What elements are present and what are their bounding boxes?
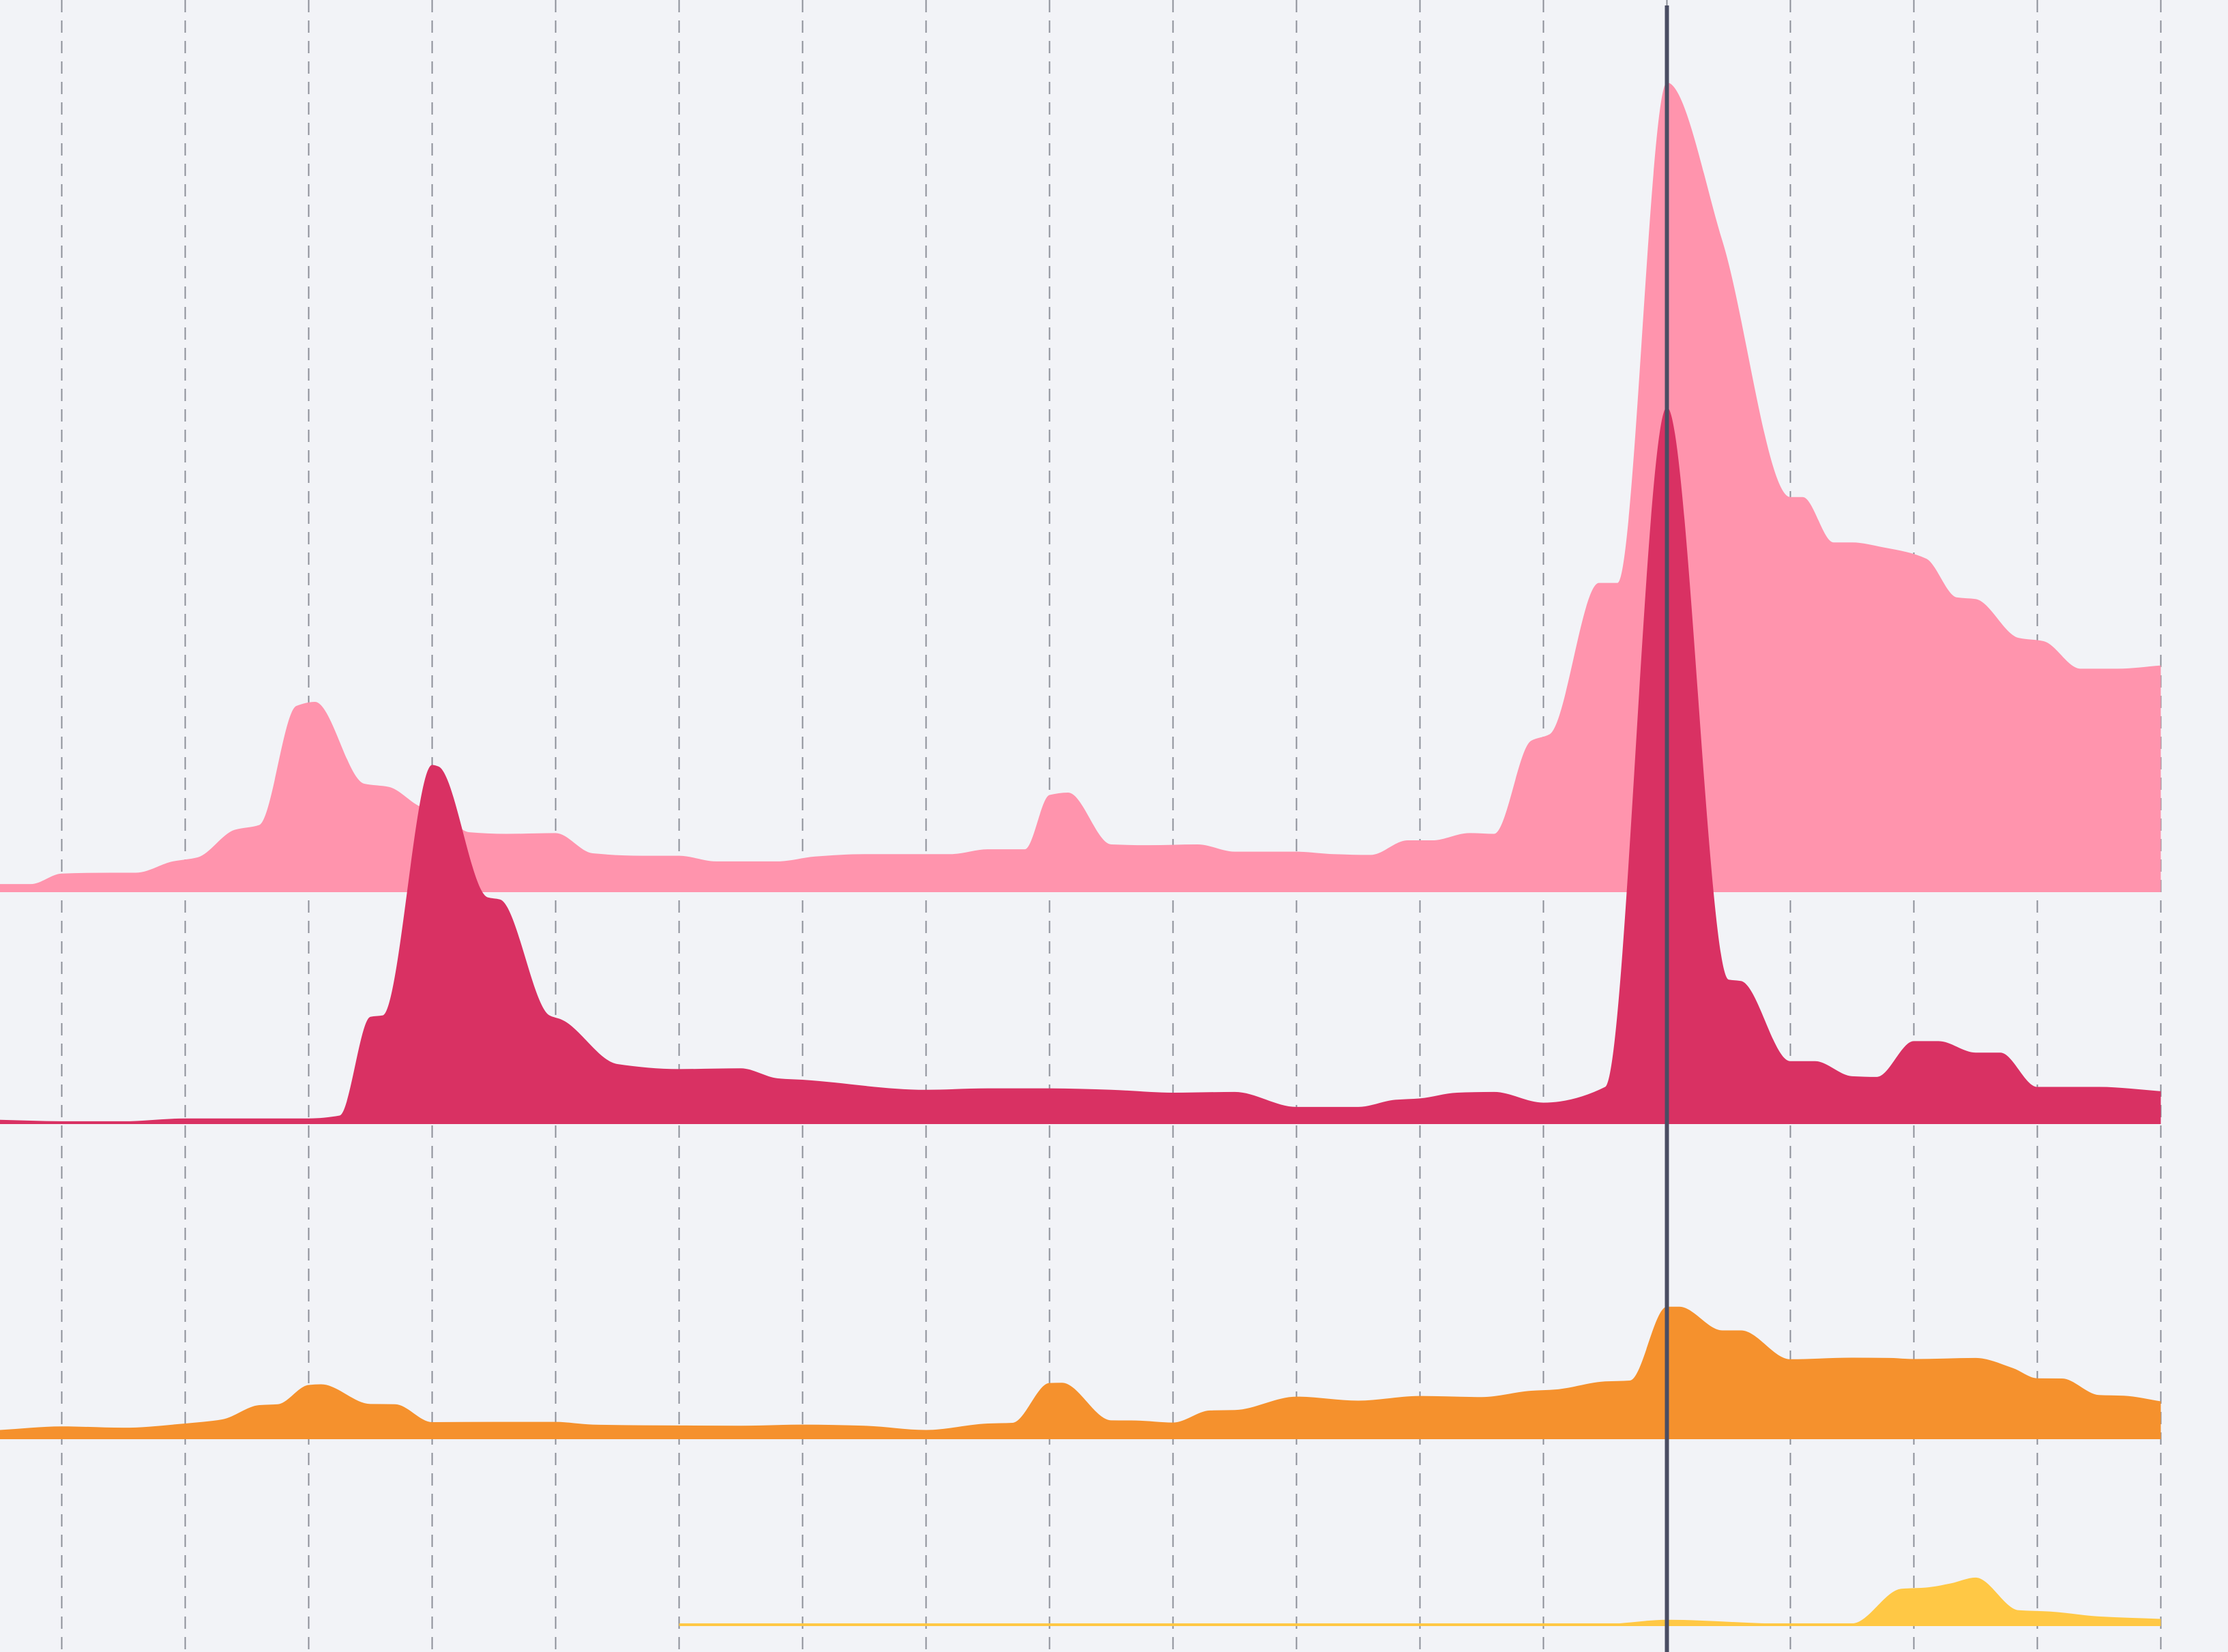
series-2 <box>0 407 2161 1124</box>
series-baseline <box>0 1431 2161 1439</box>
series-1 <box>0 83 2161 892</box>
series-3 <box>0 1306 2161 1439</box>
series-layer <box>0 83 2161 1626</box>
series-area <box>0 83 2161 892</box>
series-area <box>679 1577 2161 1625</box>
series-area <box>0 407 2161 1123</box>
series-area <box>0 1306 2161 1435</box>
series-baseline <box>0 1121 2161 1124</box>
series-baseline <box>679 1623 2161 1626</box>
series-4 <box>679 1577 2161 1626</box>
